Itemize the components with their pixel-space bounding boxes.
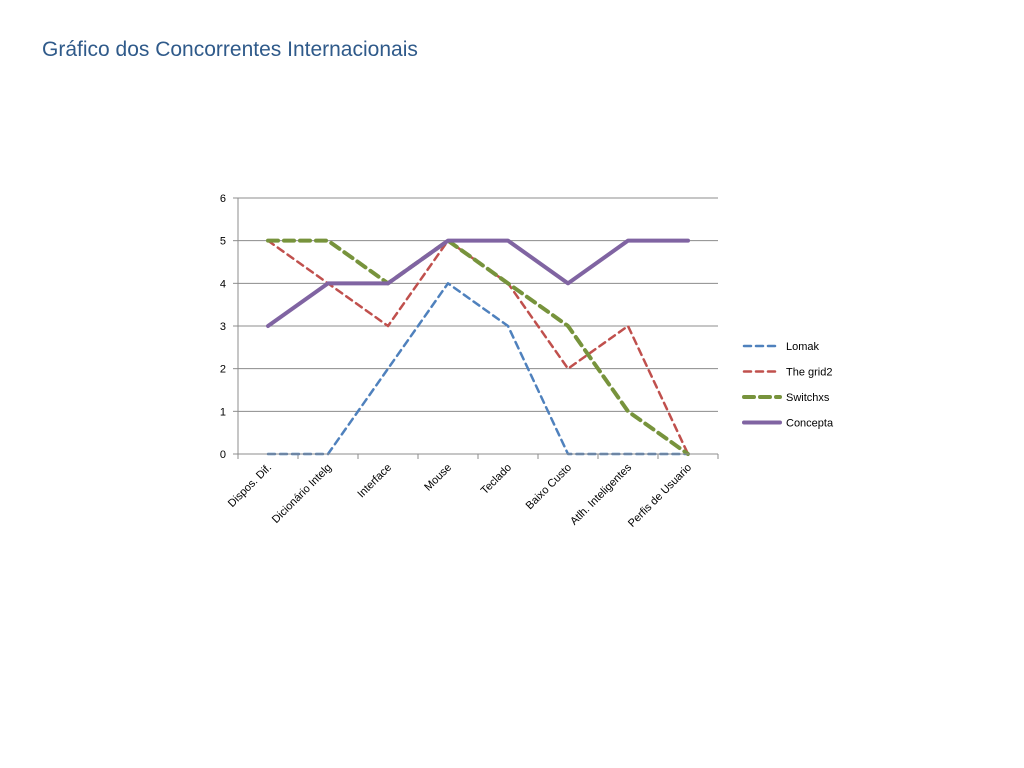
x-tick-label: Dicionário Intelg: [270, 462, 334, 526]
y-tick-label: 1: [220, 406, 226, 418]
legend-label: The grid2: [786, 367, 832, 379]
y-tick-label: 6: [220, 193, 226, 205]
y-tick-label: 5: [220, 236, 226, 248]
y-tick-label: 3: [220, 321, 226, 333]
x-tick-label: Interface: [355, 462, 394, 501]
x-tick-label: Perfis de Usuario: [626, 462, 694, 530]
x-tick-label: Atlh. Inteligentes: [568, 461, 634, 527]
legend-label: Concepta: [786, 418, 834, 430]
x-tick-label: Teclado: [479, 462, 514, 497]
series-line-the-grid2: [266, 239, 690, 456]
legend-label: Switchxs: [786, 392, 830, 404]
y-tick-label: 4: [220, 278, 226, 290]
y-tick-label: 0: [220, 449, 226, 461]
x-tick-label: Mouse: [422, 462, 454, 494]
legend-label: Lomak: [786, 341, 820, 353]
x-tick-label: Baixo Custo: [524, 462, 574, 512]
series-line-concepta: [266, 238, 690, 328]
series-line-switchxs: [266, 238, 690, 456]
x-tick-label: Dispos. Dif.: [226, 462, 274, 510]
y-tick-label: 2: [220, 364, 226, 376]
slide-title: Gráfico dos Concorrentes Internacionais: [42, 38, 418, 61]
